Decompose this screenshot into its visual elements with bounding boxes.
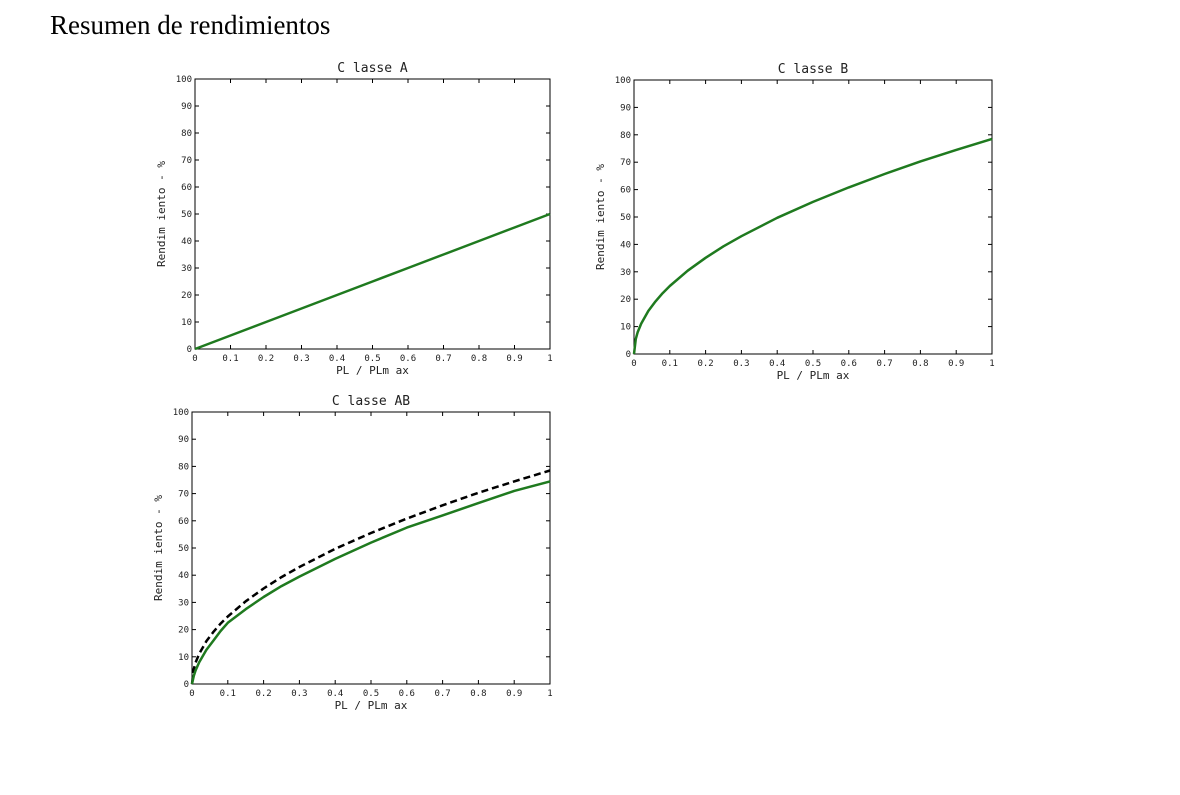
y-tick-label: 30 <box>181 264 192 274</box>
x-tick-label: 0.2 <box>697 359 713 369</box>
x-tick-label: 0.9 <box>948 359 964 369</box>
y-tick-label: 60 <box>181 183 192 193</box>
x-axis-label: PL / PLm ax <box>335 699 408 712</box>
x-tick-label: 0.2 <box>258 354 274 364</box>
chart-title: C lasse B <box>778 62 849 77</box>
plot-frame <box>194 78 551 350</box>
y-tick-label: 70 <box>178 490 189 500</box>
x-tick-label: 0.5 <box>805 359 821 369</box>
y-tick-label: 60 <box>620 186 631 196</box>
y-tick-label: 30 <box>620 268 631 278</box>
y-tick-label: 50 <box>620 213 631 223</box>
x-tick-label: 0 <box>192 354 197 364</box>
y-tick-label: 60 <box>178 517 189 527</box>
x-tick-label: 0.7 <box>876 359 892 369</box>
x-tick-label: 0.7 <box>435 354 451 364</box>
x-tick-label: 1 <box>989 359 994 369</box>
x-tick-label: 0.9 <box>506 354 522 364</box>
x-tick-label: 0 <box>631 359 636 369</box>
x-tick-label: 0.1 <box>222 354 238 364</box>
plot-frame <box>191 411 551 685</box>
y-tick-label: 40 <box>178 571 189 581</box>
x-tick-label: 0.8 <box>470 689 486 699</box>
page-title: Resumen de rendimientos <box>50 10 331 40</box>
series-line-1 <box>190 480 551 685</box>
y-axis-label: Rendim iento - % <box>594 164 607 270</box>
x-tick-label: 0.4 <box>769 359 785 369</box>
x-tick-label: 0.6 <box>841 359 857 369</box>
y-tick-label: 10 <box>181 318 192 328</box>
chart-classe-ab: C lasse AB0 0.1 0.2 0.3 0.4 0.5 0.6 0.7 0.8 0.9 10… <box>152 394 553 712</box>
y-tick-label: 100 <box>173 408 189 418</box>
x-tick-label: 0.3 <box>733 359 749 369</box>
y-tick-label: 0 <box>184 680 189 690</box>
y-tick-label: 80 <box>620 131 631 141</box>
y-tick-label: 100 <box>176 75 192 85</box>
x-tick-label: 0.1 <box>220 689 236 699</box>
y-tick-label: 90 <box>178 435 189 445</box>
y-tick-label: 70 <box>620 158 631 168</box>
y-tick-label: 80 <box>178 462 189 472</box>
chart-title: C lasse A <box>337 61 408 76</box>
x-tick-label: 0.7 <box>434 689 450 699</box>
x-tick-label: 0.3 <box>291 689 307 699</box>
y-tick-label: 70 <box>181 156 192 166</box>
y-tick-label: 0 <box>187 345 192 355</box>
y-tick-label: 90 <box>181 102 192 112</box>
chart-classe-a: C lasse A0 0.1 0.2 0.3 0.4 0.5 0.6 0.7 0.8 0.9 101… <box>155 61 553 377</box>
y-tick-label: 20 <box>178 626 189 636</box>
y-tick-label: 0 <box>626 350 631 360</box>
chart-classe-b: C lasse B0 0.1 0.2 0.3 0.4 0.5 0.6 0.7 0.8 0.9 101… <box>594 62 995 382</box>
y-tick-label: 50 <box>178 544 189 554</box>
series-line-0 <box>194 212 551 351</box>
x-tick-label: 0.4 <box>329 354 345 364</box>
y-tick-label: 10 <box>178 653 189 663</box>
x-tick-label: 0.5 <box>364 354 380 364</box>
x-tick-label: 0 <box>189 689 194 699</box>
x-tick-label: 0.1 <box>662 359 678 369</box>
y-axis-label: Rendim iento - % <box>155 161 168 267</box>
x-tick-label: 0.9 <box>506 689 522 699</box>
series-line-0 <box>632 137 993 355</box>
chart-title: C lasse AB <box>332 394 410 409</box>
x-axis-label: PL / PLm ax <box>336 364 409 377</box>
y-tick-label: 100 <box>615 76 631 86</box>
series-line-0 <box>190 469 551 685</box>
y-tick-label: 40 <box>181 237 192 247</box>
y-tick-label: 80 <box>181 129 192 139</box>
x-tick-label: 0.5 <box>363 689 379 699</box>
y-tick-label: 20 <box>181 291 192 301</box>
y-tick-label: 40 <box>620 240 631 250</box>
y-tick-label: 20 <box>620 295 631 305</box>
x-tick-label: 0.4 <box>327 689 343 699</box>
x-tick-label: 1 <box>547 354 552 364</box>
x-tick-label: 0.6 <box>399 689 415 699</box>
x-tick-label: 0.8 <box>912 359 928 369</box>
y-axis-label: Rendim iento - % <box>152 495 165 601</box>
y-tick-label: 90 <box>620 103 631 113</box>
x-axis-label: PL / PLm ax <box>777 369 850 382</box>
y-tick-label: 30 <box>178 598 189 608</box>
x-tick-label: 1 <box>547 689 552 699</box>
plot-frame <box>633 79 993 355</box>
x-tick-label: 0.6 <box>400 354 416 364</box>
y-tick-label: 10 <box>620 323 631 333</box>
x-tick-label: 0.8 <box>471 354 487 364</box>
x-tick-label: 0.3 <box>293 354 309 364</box>
x-tick-label: 0.2 <box>255 689 271 699</box>
y-tick-label: 50 <box>181 210 192 220</box>
